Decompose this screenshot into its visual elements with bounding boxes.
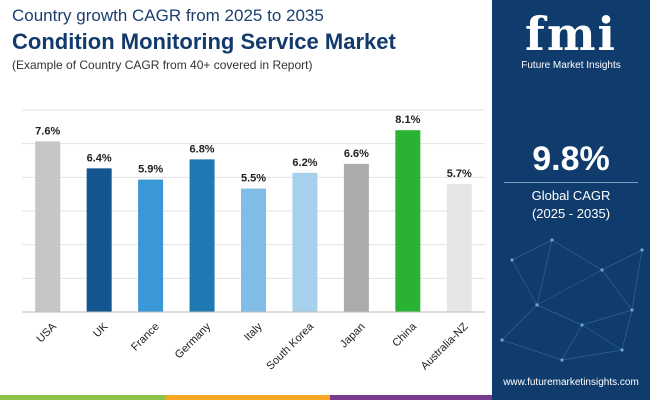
chart-subtitle: (Example of Country CAGR from 40+ covere… <box>12 58 313 72</box>
bar-chart: 7.6% USA 6.4% UK 5.9% France 6.8% Germany 5.5% It… <box>22 109 485 373</box>
global-cagr-range: (2025 - 2035) <box>531 206 611 221</box>
category-label: USA <box>34 320 59 345</box>
footer-segment <box>0 395 165 400</box>
bar-france <box>138 179 164 312</box>
footer-segment <box>492 395 650 400</box>
category-label: Australia-NZ <box>419 321 471 373</box>
bar-usa <box>35 141 61 312</box>
network-decoration-icon <box>500 238 644 362</box>
footer-segment <box>330 395 492 400</box>
category-label: Japan <box>338 321 368 351</box>
bar-china <box>395 130 421 312</box>
logo-text: fmi <box>525 7 617 61</box>
data-label: 5.9% <box>138 164 163 176</box>
fmi-logo: fmi Future Market Insights <box>492 10 650 71</box>
data-label: 6.4% <box>87 152 112 164</box>
category-label: France <box>129 321 162 354</box>
bar-japan <box>343 163 369 312</box>
category-label: China <box>390 320 419 349</box>
chart-title-line2: Condition Monitoring Service Market <box>12 29 396 54</box>
summary-panel: fmi Future Market Insights 9.8% Global C… <box>492 0 650 400</box>
data-label: 7.6% <box>35 125 60 137</box>
data-label: 8.1% <box>395 114 420 126</box>
data-label: 6.6% <box>344 148 369 160</box>
data-label: 5.7% <box>447 168 472 180</box>
category-label: South Korea <box>264 320 316 372</box>
bar-germany <box>189 159 215 312</box>
data-label: 6.8% <box>190 143 215 155</box>
category-label: Germany <box>173 320 214 361</box>
global-cagr-value: 9.8% <box>532 140 610 178</box>
category-label: UK <box>91 320 111 340</box>
chart-title-line1: Country growth CAGR from 2025 to 2035 <box>12 6 324 25</box>
footer-color-bar <box>0 395 650 400</box>
kpi-divider <box>504 182 638 183</box>
bar-italy <box>241 188 266 312</box>
data-label: 6.2% <box>292 157 317 169</box>
global-cagr-label: Global CAGR <box>531 188 611 203</box>
category-label: Italy <box>242 320 265 343</box>
website-link[interactable]: www.futuremarketinsights.com <box>503 377 639 388</box>
bar-south-korea <box>292 172 318 312</box>
chart-panel: Country growth CAGR from 2025 to 2035 Co… <box>12 6 485 373</box>
bar-australia-nz <box>446 184 472 312</box>
bar-uk <box>86 168 112 312</box>
logo-subtitle: Future Market Insights <box>521 60 621 71</box>
footer-segment <box>165 395 330 400</box>
data-label: 5.5% <box>241 173 266 185</box>
